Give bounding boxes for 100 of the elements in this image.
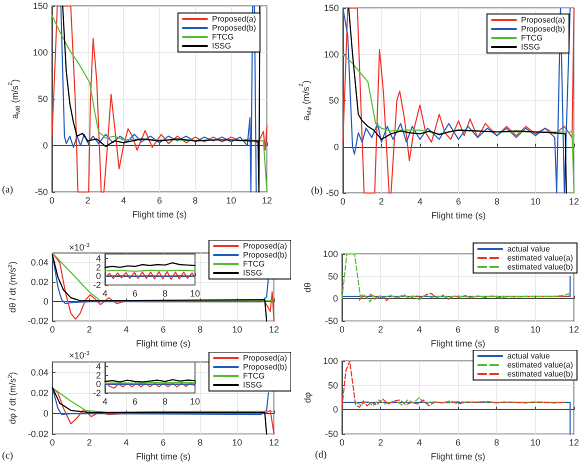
legend-label: ISSG [520,42,540,52]
legend-label: Proposed(a) [242,354,288,362]
y-tick-label: -2 [92,388,101,398]
x-tick-label: 10 [530,196,540,206]
x-tick-label: 4 [417,196,422,206]
y-tick-label: 0 [334,142,339,152]
legend-label: Proposed(b) [242,362,288,372]
legend-label: estimated value(a) [507,254,574,262]
x-tick-label: 8 [162,396,168,406]
legend-label: Proposed(b) [242,250,288,260]
x-axis-title: Flight time (s) [132,209,187,220]
legend-label: estimated value(b) [507,262,574,272]
x-tick-label: 8 [494,438,500,448]
y-tick-label: 150 [324,3,339,13]
y-tick-label: 0 [42,140,48,150]
text: (c) [2,450,14,462]
legend-label: Proposed(b) [212,24,256,32]
x-tick-label: 6 [456,196,461,206]
x-tick-label: 6 [156,196,162,206]
legend-label: FTCG [242,260,265,268]
x-tick-label: 10 [232,438,242,448]
y-tick-label: -50 [324,429,338,440]
legend-label: ISSG [242,268,262,278]
y-tick-label: 100 [324,49,339,60]
x-tick-label: 12 [568,196,579,206]
x-axis-title: Flight time (s) [431,210,486,220]
x-tick-label: 10 [190,288,200,298]
line-series [341,253,571,302]
x-tick-label: 8 [192,196,198,206]
x-tick-label: 6 [132,396,138,406]
x-tick-label: 4 [102,288,108,298]
y-tick-label: 50 [38,94,48,104]
x-tick-label: 0 [50,438,55,448]
legend-label: FTCG [242,372,265,380]
x-tick-label: 8 [494,196,500,206]
text: (d) [315,450,327,460]
legend-label: ISSG [242,380,262,390]
y-tick-label: -50 [324,316,338,326]
y-tick-label: -2 [92,280,101,290]
y-tick-label: -50 [326,188,339,198]
y-tick-label: 50 [328,380,338,390]
y-tick-label: 4 [96,361,101,372]
y-tick-label: 4 [96,253,101,264]
text: (a) [2,184,14,196]
x-tick-label: 0 [340,196,346,206]
y-tick-label: -50 [34,187,48,197]
x-axis-title: Flight time (s) [430,452,486,462]
y-tick-label: 0.04 [30,367,48,378]
x-axis-title: Flight time (s) [430,338,486,348]
x-tick-label: 2 [378,438,384,448]
x-tick-label: 4 [416,438,422,448]
y-tick-label: 50 [328,96,339,106]
x-tick-label: 2 [378,324,384,335]
x-tick-label: 6 [132,288,138,298]
y-axis-title: dφ [302,392,313,403]
y-tick-label: 0 [43,408,48,418]
line-series [104,271,196,280]
y-axis-title: dθ [302,282,313,293]
y-tick-label: 100 [322,356,338,366]
x-tick-label: 4 [121,196,126,206]
y-tick-label: 100 [32,48,48,58]
legend-label: Proposed(a) [242,242,288,250]
x-tick-label: 12 [262,196,272,206]
x-tick-label: 12 [268,324,280,335]
x-tick-label: 8 [198,438,203,448]
y-tick-label: 0.02 [30,388,48,398]
x-tick-label: 10 [530,324,540,335]
x-tick-label: 4 [416,324,422,335]
x-axis-title: Flight time (s) [136,452,190,462]
x-tick-label: 6 [160,324,166,335]
line-series [354,396,565,406]
y-tick-label: 50 [328,271,338,282]
legend-label: estimated value(a) [507,360,574,370]
x-tick-label: 12 [568,438,579,448]
y-tick-label: 100 [322,249,338,259]
y-tick-label: 150 [32,1,48,11]
x-tick-label: 6 [455,324,461,335]
x-tick-label: 10 [190,396,200,406]
y-tick-label: 2 [96,262,101,272]
legend-label: FTCG [520,34,543,42]
y-tick-label: -0.02 [28,316,48,326]
y-tick-label: 0 [96,271,101,282]
x-tick-label: 0 [50,324,55,335]
x-tick-label: 8 [494,324,500,335]
legend-label: estimated value(b) [507,370,574,378]
x-axis-title: Flight time (s) [136,338,190,348]
x-tick-label: 6 [160,438,166,448]
legend-label: Proposed(b) [520,24,566,34]
x-tick-label: 8 [162,288,168,298]
x-tick-label: 10 [232,324,242,335]
legend-label: actual value [507,352,550,360]
x-tick-label: 2 [85,196,90,206]
x-tick-label: 12 [568,324,579,335]
x-tick-label: 8 [198,324,203,335]
y-tick-label: 0 [96,379,101,390]
x-tick-label: 2 [378,196,384,206]
legend-label: Proposed(a) [520,16,566,24]
y-tick-label: 0 [332,404,338,415]
x-tick-label: 6 [455,438,461,448]
legend-label: ISSG [212,42,232,50]
